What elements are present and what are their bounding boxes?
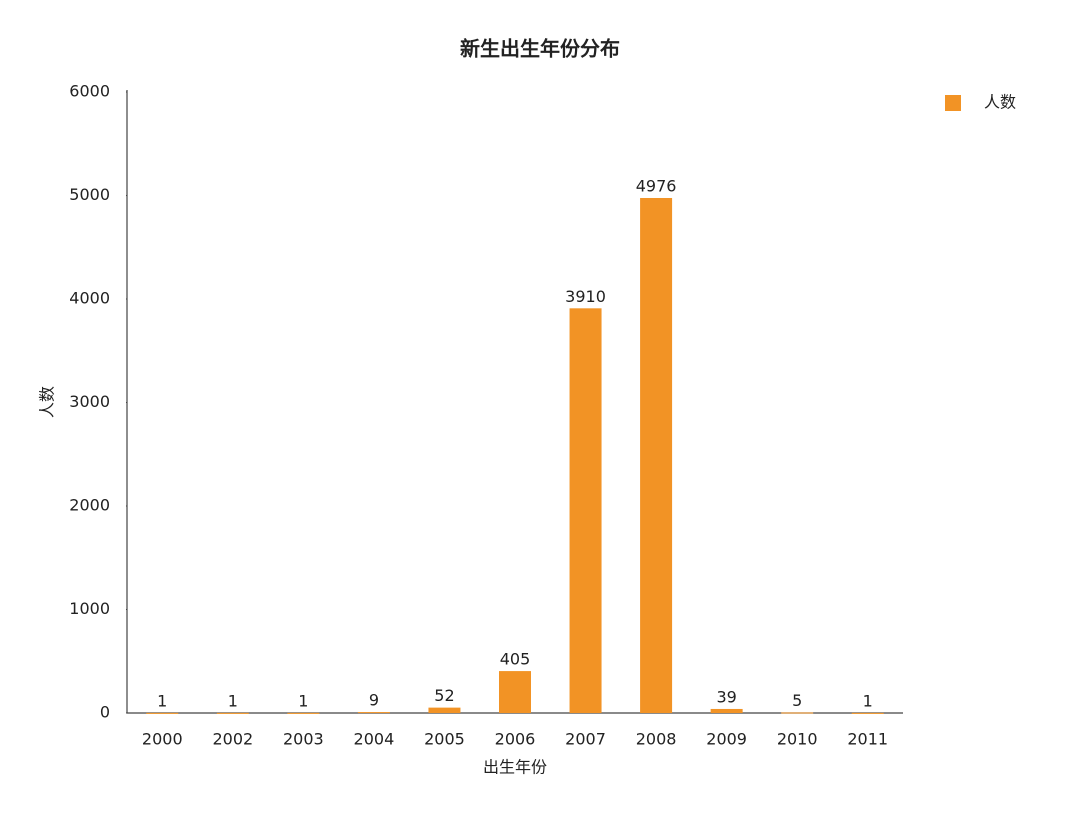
x-tick-label: 2004 [354, 730, 395, 749]
y-tick-label: 2000 [69, 496, 110, 515]
y-tick-label: 3000 [69, 392, 110, 411]
bar [851, 712, 884, 714]
x-tick-label: 2000 [142, 730, 183, 749]
data-label: 1 [298, 691, 308, 710]
bar [287, 712, 320, 714]
bar [428, 707, 461, 713]
data-label: 1 [228, 691, 238, 710]
y-tick-label: 6000 [69, 82, 110, 101]
x-tick-label: 2003 [283, 730, 324, 749]
y-axis-label: 人数 [38, 386, 57, 418]
x-tick-label: 2010 [777, 730, 818, 749]
data-label: 52 [434, 686, 454, 705]
legend-swatch [945, 95, 961, 111]
y-tick-label: 0 [100, 703, 110, 722]
data-label: 405 [500, 650, 531, 669]
bar [357, 712, 390, 714]
legend-label: 人数 [984, 93, 1016, 112]
chart-title: 新生出生年份分布 [460, 37, 620, 61]
data-label: 9 [369, 691, 379, 710]
y-tick-label: 4000 [69, 289, 110, 308]
y-tick-label: 5000 [69, 185, 110, 204]
x-tick-label: 2007 [565, 730, 606, 749]
bar [781, 712, 814, 714]
data-label: 39 [716, 687, 736, 706]
y-tick-label: 1000 [69, 599, 110, 618]
bar [569, 308, 602, 713]
x-tick-label: 2002 [212, 730, 253, 749]
data-label: 3910 [565, 287, 606, 306]
bar [640, 197, 673, 713]
x-axis-label: 出生年份 [483, 758, 547, 777]
x-tick-label: 2009 [706, 730, 747, 749]
data-label: 1 [863, 691, 873, 710]
bar [499, 671, 531, 713]
bar [216, 712, 249, 714]
data-label: 5 [792, 691, 802, 710]
x-tick-label: 2006 [495, 730, 536, 749]
bar [146, 712, 179, 714]
x-tick-label: 2005 [424, 730, 465, 749]
data-label: 4976 [636, 176, 677, 195]
data-label: 1 [157, 691, 167, 710]
bar [710, 708, 743, 713]
x-tick-label: 2008 [636, 730, 677, 749]
x-tick-label: 2011 [847, 730, 888, 749]
